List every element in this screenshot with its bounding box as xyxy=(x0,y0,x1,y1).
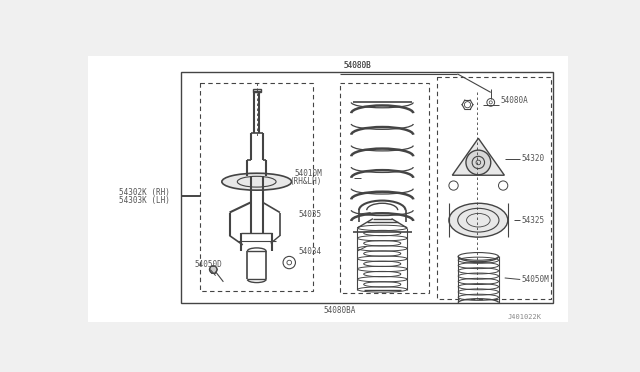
Text: 54325: 54325 xyxy=(522,216,545,225)
Bar xyxy=(436,77,551,299)
Ellipse shape xyxy=(449,203,508,237)
Bar xyxy=(180,71,553,302)
Text: 54080A: 54080A xyxy=(500,96,528,105)
Text: (RH&LH): (RH&LH) xyxy=(289,177,322,186)
Circle shape xyxy=(466,150,491,175)
Text: J401022K: J401022K xyxy=(507,314,541,320)
Text: 54080B: 54080B xyxy=(344,61,371,70)
Bar xyxy=(253,89,260,92)
Ellipse shape xyxy=(222,173,292,190)
Text: 54010M: 54010M xyxy=(294,170,322,179)
Text: 54320: 54320 xyxy=(522,154,545,163)
Text: 54034: 54034 xyxy=(299,247,322,256)
Text: 54050M: 54050M xyxy=(522,275,550,284)
Text: 54080BA: 54080BA xyxy=(323,307,356,315)
Bar xyxy=(200,83,312,291)
Text: 54035: 54035 xyxy=(299,209,322,218)
Circle shape xyxy=(209,266,217,273)
Text: 54080B: 54080B xyxy=(344,61,371,70)
Text: 54302K (RH): 54302K (RH) xyxy=(119,188,170,197)
Text: 54050D: 54050D xyxy=(195,260,223,269)
Bar xyxy=(340,83,429,293)
Text: 54303K (LH): 54303K (LH) xyxy=(119,196,170,205)
Polygon shape xyxy=(452,138,504,175)
